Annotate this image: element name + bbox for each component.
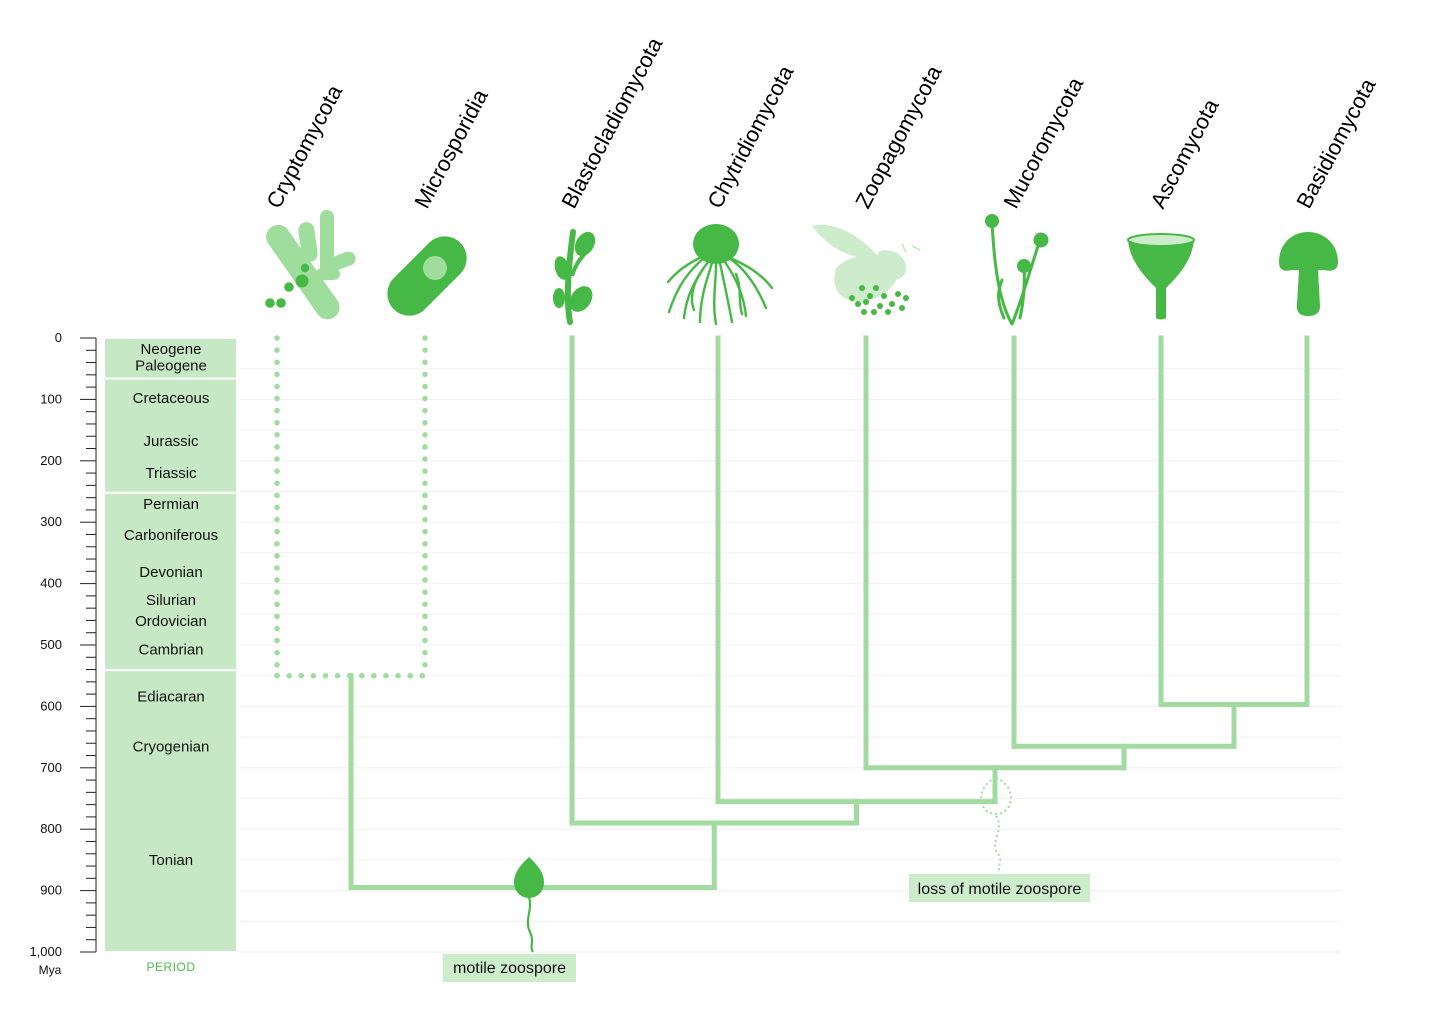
period-label: Devonian [139,564,202,581]
tick-label: 0 [55,330,62,345]
period-label: Ediacaran [137,689,205,706]
lost-zoospore-outline-icon [980,776,1012,815]
taxon-label-mucoromycota: Mucoromycota [998,73,1088,213]
cup-fungus-icon [1127,233,1195,320]
tick-label: 700 [40,760,62,775]
taxon-icons [265,210,1338,326]
period-label: Cryogenian [133,738,210,755]
axis-ticks: 0 100 200 300 400 500 600 700 800 900 1,000 [29,330,96,959]
tick-label: 600 [40,698,62,713]
taxon-label-ascomycota: Ascomycota [1145,94,1224,212]
period-label: Paleogene [135,358,207,375]
taxon-label-cryptomycota: Cryptomycota [261,80,347,212]
tick-label: 800 [40,821,62,836]
period-label: Triassic [145,465,197,482]
period-label: Ordovician [135,613,207,630]
chytrid-rhizoid-icon [666,224,774,326]
zoospore-flagellum-tail [526,896,534,953]
period-label: Jurassic [143,433,199,450]
microsporidia-spore-icon [387,236,467,316]
mushroom-icon [1279,232,1338,316]
blastocladiomycota-sporangia-icon [553,229,596,325]
period-block [105,493,236,670]
gridlines [240,368,1342,953]
loss-of-motile-zoospore-box [909,874,1090,902]
period-label: Cambrian [138,641,203,658]
zoospore-flagellum-icon [514,857,544,898]
taxon-label-blastocladiomycota: Blastocladiomycota [556,33,667,213]
period-label: Neogene [141,341,202,358]
motile-zoospore-marker: motile zoospore [443,857,576,982]
loss-of-motile-zoospore-marker: loss of motile zoospore [909,776,1090,902]
tick-label: 300 [40,514,62,529]
period-block [105,671,236,951]
taxon-label-chytridiomycota: Chytridiomycota [702,61,798,213]
period-block [105,379,236,492]
time-axis-unit: Mya [39,963,62,977]
tick-label: 100 [40,391,62,406]
tick-label: 900 [40,883,62,898]
tick-label: 500 [40,637,62,652]
lost-flagellum-outline-icon [993,815,1002,873]
period-label: Carboniferous [124,527,218,544]
pin-mold-icon [985,214,1049,326]
period-label: Permian [143,496,199,513]
loss-of-motile-zoospore-label: loss of motile zoospore [918,881,1082,898]
cryptomycota-cells-icon [265,210,356,320]
time-axis: 0 100 200 300 400 500 600 700 800 900 1,000 Mya [29,330,97,977]
tick-label: 1,000 [29,944,62,959]
tick-label: 200 [40,453,62,468]
period-caption: PERIOD [146,960,195,974]
taxon-label-basidiomycota: Basidiomycota [1291,74,1381,213]
motile-zoospore-label: motile zoospore [453,960,566,977]
taxon-label-zoopagomycota: Zoopagomycota [850,61,946,213]
period-label: Cretaceous [133,390,210,407]
period-label: Silurian [146,592,196,609]
fly-with-spores-icon [812,224,921,315]
period-label: Tonian [149,852,193,869]
phylogenetic-tree [274,335,1310,892]
period-block [105,339,236,378]
tick-label: 400 [40,576,62,591]
taxon-labels: Cryptomycota Microsporidia Blastocladiomyc… [261,33,1381,213]
taxon-label-microsporidia: Microsporidia [409,84,493,212]
motile-zoospore-box [443,954,576,982]
